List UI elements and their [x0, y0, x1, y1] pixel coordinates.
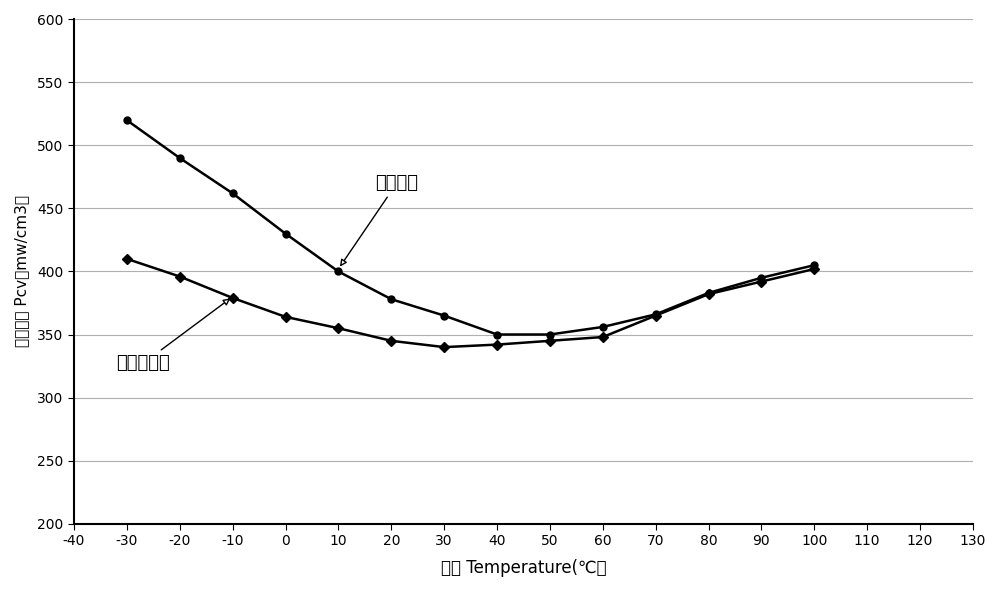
Text: 本发明磁芯: 本发明磁芯: [116, 299, 229, 372]
X-axis label: 温度 Temperature(℃）: 温度 Temperature(℃）: [441, 559, 606, 577]
Text: 常规磁芯: 常规磁芯: [341, 174, 418, 265]
Y-axis label: 功率损耗 Pcv（mw/cm3）: 功率损耗 Pcv（mw/cm3）: [14, 196, 29, 348]
